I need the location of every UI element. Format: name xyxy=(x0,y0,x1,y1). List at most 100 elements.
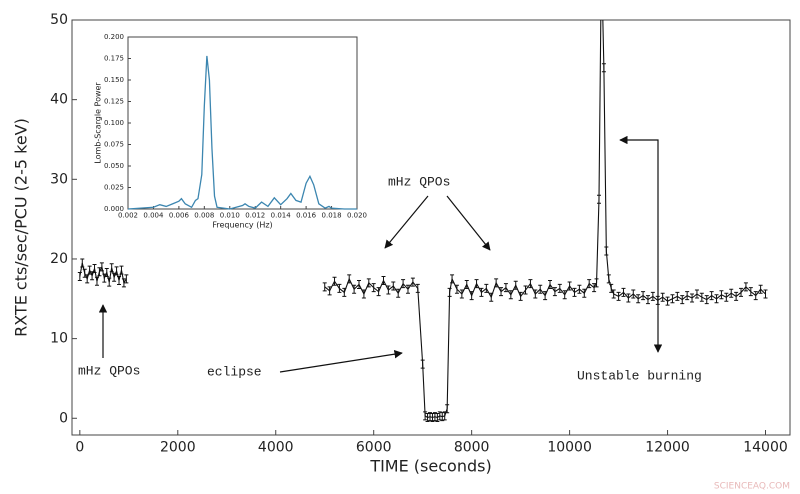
series-line xyxy=(127,55,357,210)
data-point xyxy=(423,411,428,421)
data-point xyxy=(763,289,768,299)
data-point xyxy=(621,287,626,297)
data-point xyxy=(533,289,538,299)
data-point xyxy=(376,287,381,297)
annotation: mHz QPOs xyxy=(388,174,450,189)
data-point xyxy=(611,289,616,299)
data-point xyxy=(371,283,376,293)
annotation: mHz QPOs xyxy=(78,363,140,378)
data-point xyxy=(332,276,337,286)
data-point xyxy=(626,293,631,303)
y-axis-title: Lomb-Scargle Power xyxy=(94,82,103,164)
y-tick-label: 0.150 xyxy=(104,76,124,84)
data-point xyxy=(641,291,646,301)
inset-background xyxy=(128,37,357,209)
data-point xyxy=(609,283,614,293)
data-point xyxy=(690,293,695,303)
x-tick-label: 0 xyxy=(75,440,84,456)
y-tick-label: 0.025 xyxy=(104,184,124,192)
data-point xyxy=(104,268,109,278)
x-tick-label: 12000 xyxy=(645,440,690,456)
data-point xyxy=(543,291,548,301)
data-point xyxy=(112,272,117,282)
data-point xyxy=(327,286,332,296)
data-point xyxy=(601,63,606,73)
data-point xyxy=(80,258,85,268)
data-point xyxy=(77,271,82,281)
data-point xyxy=(694,289,699,299)
x-tick-label: 2000 xyxy=(160,440,196,456)
data-point xyxy=(109,263,114,273)
data-point xyxy=(450,274,455,284)
data-point xyxy=(342,287,347,297)
data-point xyxy=(734,291,739,301)
x-axis-title: TIME (seconds) xyxy=(369,457,491,476)
x-tick-label: 0.008 xyxy=(194,211,214,219)
data-point xyxy=(401,279,406,289)
y-tick-label: 40 xyxy=(50,92,68,108)
data-point xyxy=(503,283,508,293)
data-point xyxy=(714,294,719,304)
data-point xyxy=(425,412,430,422)
data-point xyxy=(454,284,459,294)
x-tick-label: 0.014 xyxy=(271,211,292,219)
data-point xyxy=(739,287,744,297)
data-point xyxy=(440,412,445,422)
data-point xyxy=(552,287,557,297)
y-tick-label: 0.100 xyxy=(104,119,124,127)
y-tick-label: 0.175 xyxy=(104,55,124,63)
data-point xyxy=(538,284,543,294)
data-point xyxy=(606,274,611,284)
data-point xyxy=(386,285,391,295)
series xyxy=(77,20,768,422)
annotation: Unstable burning xyxy=(577,368,702,383)
data-point xyxy=(604,246,609,256)
data-point xyxy=(430,412,435,422)
data-point xyxy=(704,295,709,305)
data-point xyxy=(352,284,357,294)
data-point xyxy=(577,284,582,294)
data-point xyxy=(87,265,92,275)
x-tick-label: 0.010 xyxy=(220,211,240,219)
data-point xyxy=(685,291,690,301)
data-point xyxy=(410,277,415,287)
data-point xyxy=(592,283,597,293)
main-plot: 0 2000 4000 6000 8000 10000 12000 14000 0 10 20 30 4… xyxy=(12,12,791,476)
data-point xyxy=(748,287,753,297)
series xyxy=(127,55,357,210)
y-tick-label: 0 xyxy=(59,410,68,426)
data-point xyxy=(729,288,734,298)
x-tick-label: 0.020 xyxy=(347,211,367,219)
data-point xyxy=(572,287,577,297)
y-tick-label: 0.050 xyxy=(104,162,124,170)
data-point xyxy=(459,289,464,299)
data-point xyxy=(528,279,533,289)
data-point xyxy=(124,274,129,284)
data-point xyxy=(469,291,474,301)
y-tick-label: 10 xyxy=(50,331,68,347)
data-point xyxy=(484,283,489,293)
data-point xyxy=(631,289,636,299)
data-point xyxy=(645,295,650,305)
data-point xyxy=(94,276,99,286)
data-point xyxy=(616,291,621,301)
data-point xyxy=(90,271,95,281)
data-point xyxy=(97,267,102,277)
data-point xyxy=(675,291,680,301)
y-tick-label: 0.075 xyxy=(104,141,124,149)
data-point xyxy=(391,281,396,291)
data-point xyxy=(582,288,587,298)
data-point xyxy=(518,291,523,301)
data-point xyxy=(594,278,599,288)
data-point xyxy=(753,291,758,301)
y-tick-label: 0.000 xyxy=(104,205,124,213)
x-tick-label: 14000 xyxy=(743,440,788,456)
data-point xyxy=(489,292,494,302)
x-tick-label: 0.016 xyxy=(296,211,317,219)
plot-frame xyxy=(71,19,791,436)
data-point xyxy=(499,287,504,297)
y-axis-title: RXTE cts/sec/PCU (2-5 keV) xyxy=(12,118,31,337)
data-point xyxy=(464,279,469,289)
data-point xyxy=(670,294,675,304)
data-point xyxy=(508,290,513,300)
